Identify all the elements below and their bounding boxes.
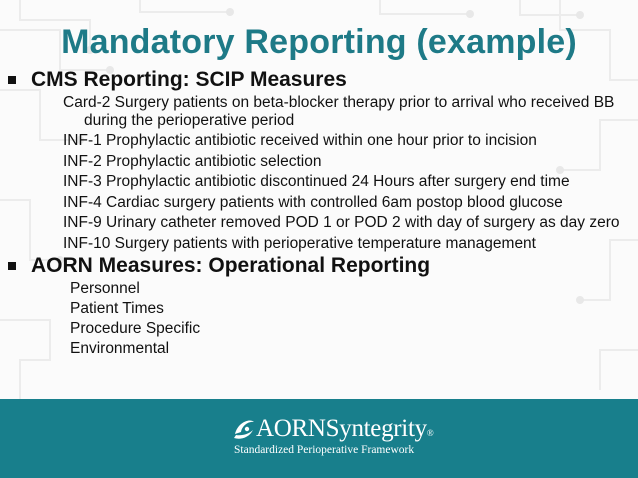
measure-item-inf-9: INF-9 Urinary catheter removed POD 1 or … (63, 214, 620, 231)
section-heading-label: AORN Measures: Operational Reporting (31, 254, 431, 277)
logo-wordmark: AORNSyntegrity® (256, 412, 434, 446)
logo-wordmark-text: AORNSyntegrity (256, 415, 427, 442)
circuit-background-pattern (0, 0, 638, 400)
measure-item-card-2: Card-2 Surgery patients on beta-blocker … (63, 94, 615, 129)
logo-tagline: Standardized Perioperative Framework (234, 444, 415, 456)
slide-title: Mandatory Reporting (example) (61, 23, 577, 61)
aorn-syntegrity-logo: AORNSyntegrity® Standardized Perioperati… (232, 412, 442, 462)
square-bullet-icon (8, 262, 16, 270)
aorn-item-procedure-specific: Procedure Specific (70, 320, 201, 337)
section-heading-aorn: AORN Measures: Operational Reporting (6, 254, 632, 278)
measure-item-inf-4: INF-4 Cardiac surgery patients with cont… (63, 193, 563, 211)
measure-item-inf-10: INF-10 Surgery patients with perioperati… (63, 234, 536, 252)
trademark-symbol: ® (426, 428, 434, 438)
section-heading-label: CMS Reporting: SCIP Measures (31, 68, 347, 91)
measure-item-inf-3: INF-3 Prophylactic antibiotic discontinu… (63, 173, 570, 190)
slide-content: CMS Reporting: SCIP Measures Card-2 Surg… (6, 66, 632, 358)
aorn-item-environmental: Environmental (70, 340, 170, 357)
measure-item-inf-1: INF-1 Prophylactic antibiotic received w… (63, 132, 537, 149)
aorn-swirl-logo-icon (234, 420, 254, 439)
section-heading-cms: CMS Reporting: SCIP Measures (6, 68, 632, 92)
aorn-item-personnel: Personnel (70, 280, 140, 297)
footer-band (0, 399, 638, 478)
measure-item-inf-2: INF-2 Prophylactic antibiotic selection (63, 152, 322, 170)
aorn-item-patient-times: Patient Times (70, 300, 164, 317)
square-bullet-icon (8, 76, 16, 84)
